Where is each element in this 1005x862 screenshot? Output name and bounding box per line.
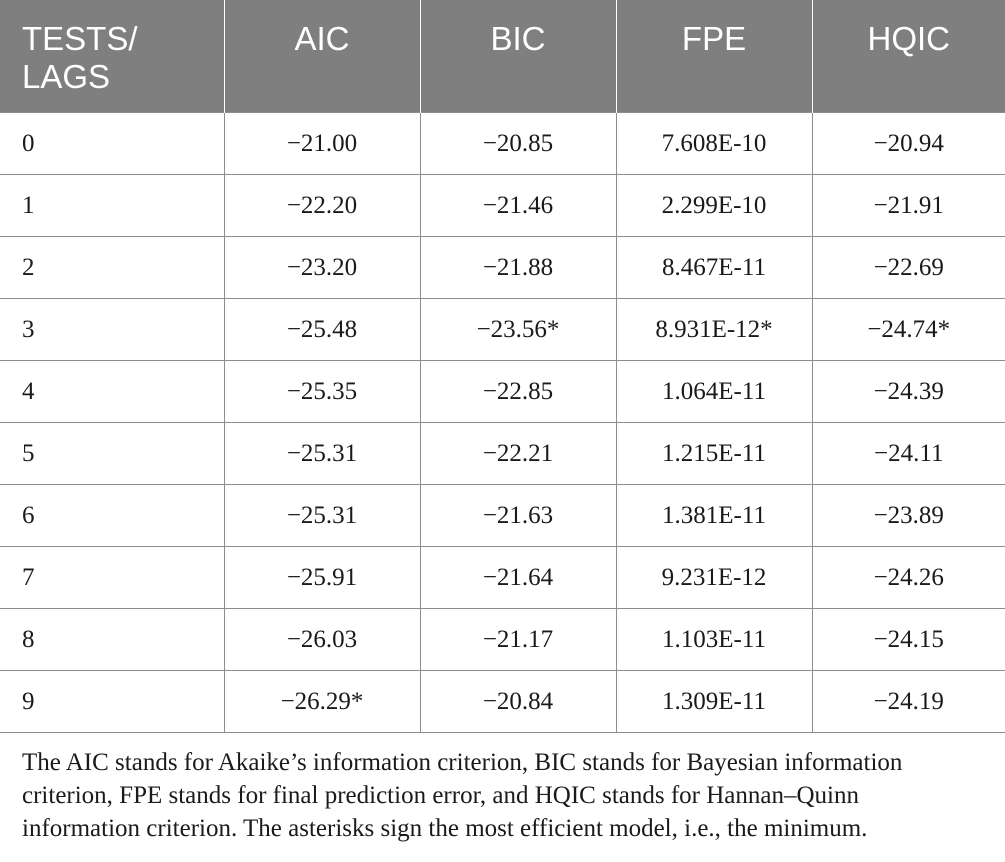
hqic-cell: −24.74* xyxy=(811,298,1005,361)
table-row: 5 −25.31 −22.21 1.215E-11 −24.11 xyxy=(0,422,1005,485)
hqic-cell: −24.19 xyxy=(811,670,1005,733)
table-row: 3 −25.48 −23.56* 8.931E-12* −24.74* xyxy=(0,298,1005,361)
table-row: 7 −25.91 −21.64 9.231E-12 −24.26 xyxy=(0,546,1005,609)
bic-cell: −22.21 xyxy=(419,422,617,485)
fpe-cell: 7.608E-10 xyxy=(615,112,813,175)
table-row: 4 −25.35 −22.85 1.064E-11 −24.39 xyxy=(0,360,1005,423)
fpe-cell: 8.931E-12* xyxy=(615,298,813,361)
header-row: TESTS/ LAGS AIC BIC FPE HQIC xyxy=(0,0,1005,113)
lag-cell: 0 xyxy=(0,112,225,175)
bic-cell: −21.64 xyxy=(419,546,617,609)
header-cell-fpe: FPE xyxy=(615,0,813,113)
lag-cell: 3 xyxy=(0,298,225,361)
hqic-cell: −24.39 xyxy=(811,360,1005,423)
hqic-cell: −22.69 xyxy=(811,236,1005,299)
hqic-cell: −24.15 xyxy=(811,608,1005,671)
results-table-container: TESTS/ LAGS AIC BIC FPE HQIC 0 −21.00 −2… xyxy=(0,0,1005,733)
bic-cell: −21.17 xyxy=(419,608,617,671)
table-header: TESTS/ LAGS AIC BIC FPE HQIC xyxy=(0,0,1005,113)
aic-cell: −26.29* xyxy=(223,670,421,733)
lag-selection-table: TESTS/ LAGS AIC BIC FPE HQIC 0 −21.00 −2… xyxy=(0,0,1005,733)
hqic-cell: −24.11 xyxy=(811,422,1005,485)
aic-cell: −22.20 xyxy=(223,174,421,237)
aic-cell: −26.03 xyxy=(223,608,421,671)
table-footnote: The AIC stands for Akaike’s information … xyxy=(22,749,903,842)
header-cell-tests-lags: TESTS/ LAGS xyxy=(0,0,225,113)
lag-cell: 8 xyxy=(0,608,225,671)
bic-cell: −23.56* xyxy=(419,298,617,361)
fpe-cell: 9.231E-12 xyxy=(615,546,813,609)
hqic-cell: −24.26 xyxy=(811,546,1005,609)
lag-cell: 2 xyxy=(0,236,225,299)
aic-cell: −25.91 xyxy=(223,546,421,609)
bic-cell: −22.85 xyxy=(419,360,617,423)
lag-cell: 6 xyxy=(0,484,225,547)
bic-cell: −21.88 xyxy=(419,236,617,299)
bic-cell: −21.46 xyxy=(419,174,617,237)
fpe-cell: 8.467E-11 xyxy=(615,236,813,299)
aic-cell: −25.35 xyxy=(223,360,421,423)
fpe-cell: 1.309E-11 xyxy=(615,670,813,733)
header-label: AIC xyxy=(294,20,350,57)
table-row: 8 −26.03 −21.17 1.103E-11 −24.15 xyxy=(0,608,1005,671)
fpe-cell: 1.381E-11 xyxy=(615,484,813,547)
fpe-cell: 1.064E-11 xyxy=(615,360,813,423)
table-row: 2 −23.20 −21.88 8.467E-11 −22.69 xyxy=(0,236,1005,299)
table-body: 0 −21.00 −20.85 7.608E-10 −20.94 1 −22.2… xyxy=(0,112,1005,733)
lag-cell: 5 xyxy=(0,422,225,485)
aic-cell: −21.00 xyxy=(223,112,421,175)
aic-cell: −25.48 xyxy=(223,298,421,361)
fpe-cell: 1.103E-11 xyxy=(615,608,813,671)
header-cell-aic: AIC xyxy=(223,0,421,113)
aic-cell: −25.31 xyxy=(223,484,421,547)
bic-cell: −20.84 xyxy=(419,670,617,733)
bic-cell: −21.63 xyxy=(419,484,617,547)
fpe-cell: 1.215E-11 xyxy=(615,422,813,485)
hqic-cell: −21.91 xyxy=(811,174,1005,237)
lag-cell: 7 xyxy=(0,546,225,609)
aic-cell: −25.31 xyxy=(223,422,421,485)
table-row: 0 −21.00 −20.85 7.608E-10 −20.94 xyxy=(0,112,1005,175)
header-label: FPE xyxy=(681,20,747,57)
lag-cell: 1 xyxy=(0,174,225,237)
header-label: HQIC xyxy=(867,20,951,57)
hqic-cell: −23.89 xyxy=(811,484,1005,547)
header-cell-bic: BIC xyxy=(419,0,617,113)
aic-cell: −23.20 xyxy=(223,236,421,299)
table-row: 1 −22.20 −21.46 2.299E-10 −21.91 xyxy=(0,174,1005,237)
hqic-cell: −20.94 xyxy=(811,112,1005,175)
lag-cell: 4 xyxy=(0,360,225,423)
lag-cell: 9 xyxy=(0,670,225,733)
table-row: 6 −25.31 −21.63 1.381E-11 −23.89 xyxy=(0,484,1005,547)
header-cell-hqic: HQIC xyxy=(811,0,1005,113)
header-label: BIC xyxy=(490,20,546,57)
table-row: 9 −26.29* −20.84 1.309E-11 −24.19 xyxy=(0,670,1005,733)
fpe-cell: 2.299E-10 xyxy=(615,174,813,237)
bic-cell: −20.85 xyxy=(419,112,617,175)
header-label: TESTS/ LAGS xyxy=(22,20,138,95)
